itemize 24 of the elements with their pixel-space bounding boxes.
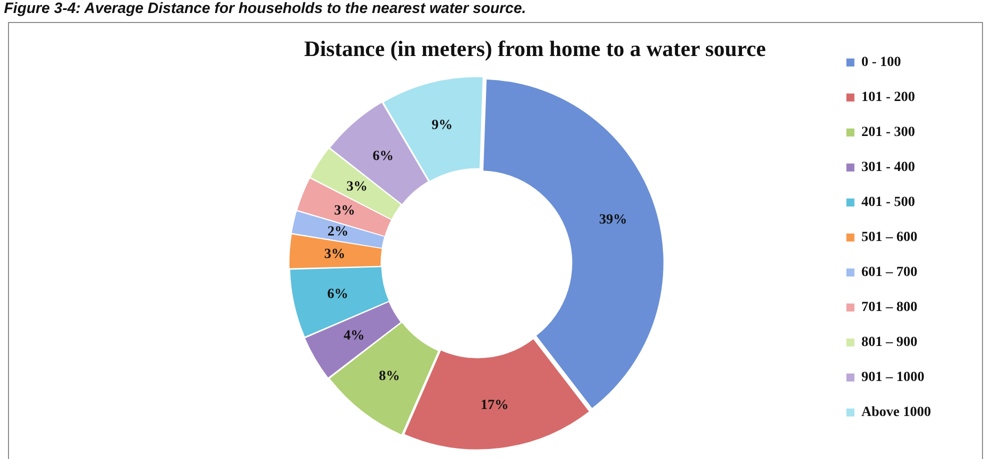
legend-label: 601 – 700 — [861, 265, 918, 280]
data-label: 6% — [372, 148, 394, 164]
legend-label: 801 – 900 — [861, 335, 918, 350]
legend-label: 301 - 400 — [861, 160, 916, 176]
chart-title: Distance (in meters) from home to a water source — [304, 36, 766, 61]
legend-label: 401 - 500 — [861, 195, 916, 210]
data-label: 6% — [327, 286, 348, 302]
data-label: 4% — [344, 328, 365, 344]
data-label: 3% — [324, 246, 346, 262]
data-label: 9% — [432, 118, 453, 133]
legend-label: 901 – 1000 — [861, 370, 924, 386]
legend-label: 701 – 800 — [861, 300, 918, 316]
data-label: 3% — [346, 179, 368, 194]
legend-label: 101 - 200 — [861, 90, 916, 106]
caption: Figure 3-4: Average Distance for households to the nearest water source. — [4, 0, 526, 17]
legend-label: 0 - 100 — [861, 55, 902, 70]
data-label: 2% — [328, 224, 349, 240]
data-label: 8% — [378, 368, 400, 384]
legend-label: 201 - 300 — [861, 125, 916, 140]
legend-label: 501 – 600 — [861, 230, 918, 246]
legend-label: Above 1000 — [861, 405, 932, 420]
data-label: 17% — [480, 398, 509, 413]
data-label: 3% — [334, 203, 356, 218]
data-label: 39% — [599, 212, 628, 228]
